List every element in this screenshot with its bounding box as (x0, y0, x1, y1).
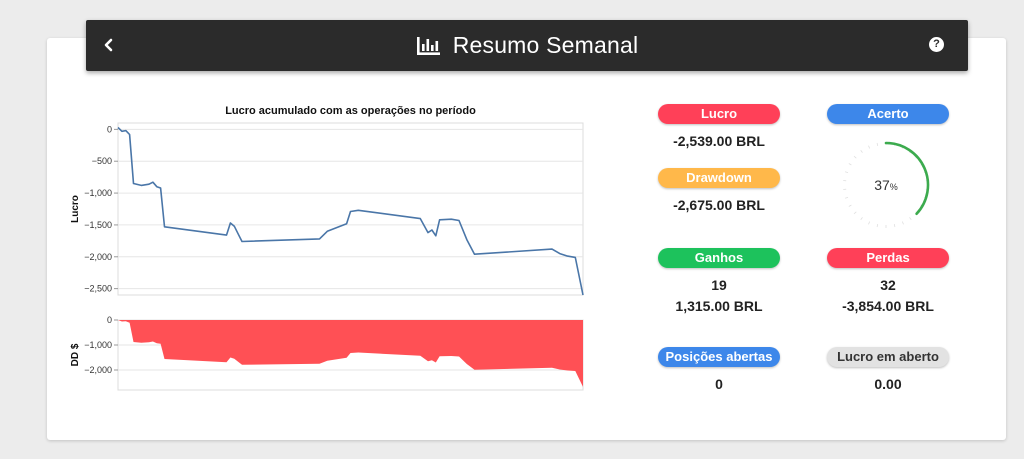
gauge-tick (853, 155, 857, 159)
y-tick-label: −500 (92, 156, 112, 166)
perdas-count: 32 (880, 277, 896, 293)
posicoes-badge: Posições abertas (658, 347, 780, 367)
gauge-percent-number: 37 (874, 177, 890, 193)
help-button[interactable]: ? (929, 37, 944, 52)
acerto-gauge: 37% (843, 141, 930, 228)
gauge-tick (901, 221, 904, 225)
perdas-badge: Perdas (827, 248, 949, 268)
gauge-arc (884, 141, 930, 216)
page-title: Resumo Semanal (452, 32, 639, 58)
lucro-series-line (117, 126, 584, 296)
gauge-tick (868, 221, 871, 225)
gauge-tick (876, 142, 879, 146)
posicoes-value: 0 (715, 376, 723, 392)
gauge-tick (848, 163, 852, 166)
acerto-label: Acerto (867, 106, 909, 121)
ganhos-value: 1,315.00 BRL (675, 298, 763, 314)
y-tick-label: −1,500 (84, 220, 112, 230)
gauge-tick (860, 149, 863, 153)
question-icon: ? (933, 38, 940, 50)
gauge-tick (909, 217, 912, 221)
lucro-label: Lucro (700, 106, 738, 121)
y-tick-label: −2,000 (84, 252, 112, 262)
y-tick-label: −2,000 (84, 365, 112, 375)
y-tick-label: −2,500 (84, 284, 112, 294)
drawdown-area (118, 320, 583, 387)
drawdown-value: -2,675.00 BRL (673, 197, 765, 213)
drawdown-badge: Drawdown (658, 168, 780, 188)
lucro-aberto-value: 0.00 (874, 376, 902, 392)
acerto-badge: Acerto (827, 104, 949, 124)
back-button[interactable] (100, 33, 118, 57)
lucro-aberto-label: Lucro em aberto (837, 349, 939, 364)
y-tick-label: 0 (107, 124, 112, 134)
chevron-left-icon (104, 38, 113, 52)
y-tick-label: −1,000 (84, 188, 112, 198)
y-axis-label: DD $ (70, 343, 81, 366)
y-axis-label: Lucro (70, 195, 81, 223)
perdas-value: -3,854.00 BRL (842, 298, 934, 314)
perdas-label: Perdas (866, 250, 910, 265)
ganhos-label: Ganhos (694, 250, 744, 265)
app-header: Resumo Semanal ? (86, 20, 968, 71)
chart-title: Lucro acumulado com as operações no perí… (225, 105, 476, 117)
gauge-percent-unit: % (890, 182, 898, 192)
ganhos-badge: Ganhos (658, 248, 780, 268)
gauge-tick (876, 224, 879, 228)
lucro-aberto-badge: Lucro em aberto (827, 347, 949, 367)
ganhos-count: 19 (711, 277, 727, 293)
bar-chart-icon (416, 36, 440, 55)
posicoes-label: Posições abertas (665, 349, 773, 364)
gauge-tick (853, 211, 857, 215)
gauge-tick (844, 171, 849, 173)
gauge-tick (893, 224, 896, 228)
gauge-tick (868, 145, 871, 149)
y-tick-label: −1,000 (84, 340, 112, 350)
lucro-value: -2,539.00 BRL (673, 133, 765, 149)
gauge-tick (860, 217, 863, 221)
plot-area-0 (117, 122, 584, 296)
gauge-tick (848, 204, 852, 207)
drawdown-label: Drawdown (686, 170, 752, 185)
gauge-tick (844, 197, 849, 199)
gauge-percent-text: 37% (874, 177, 898, 193)
y-tick-label: 0 (107, 315, 112, 325)
lucro-badge: Lucro (658, 104, 780, 124)
